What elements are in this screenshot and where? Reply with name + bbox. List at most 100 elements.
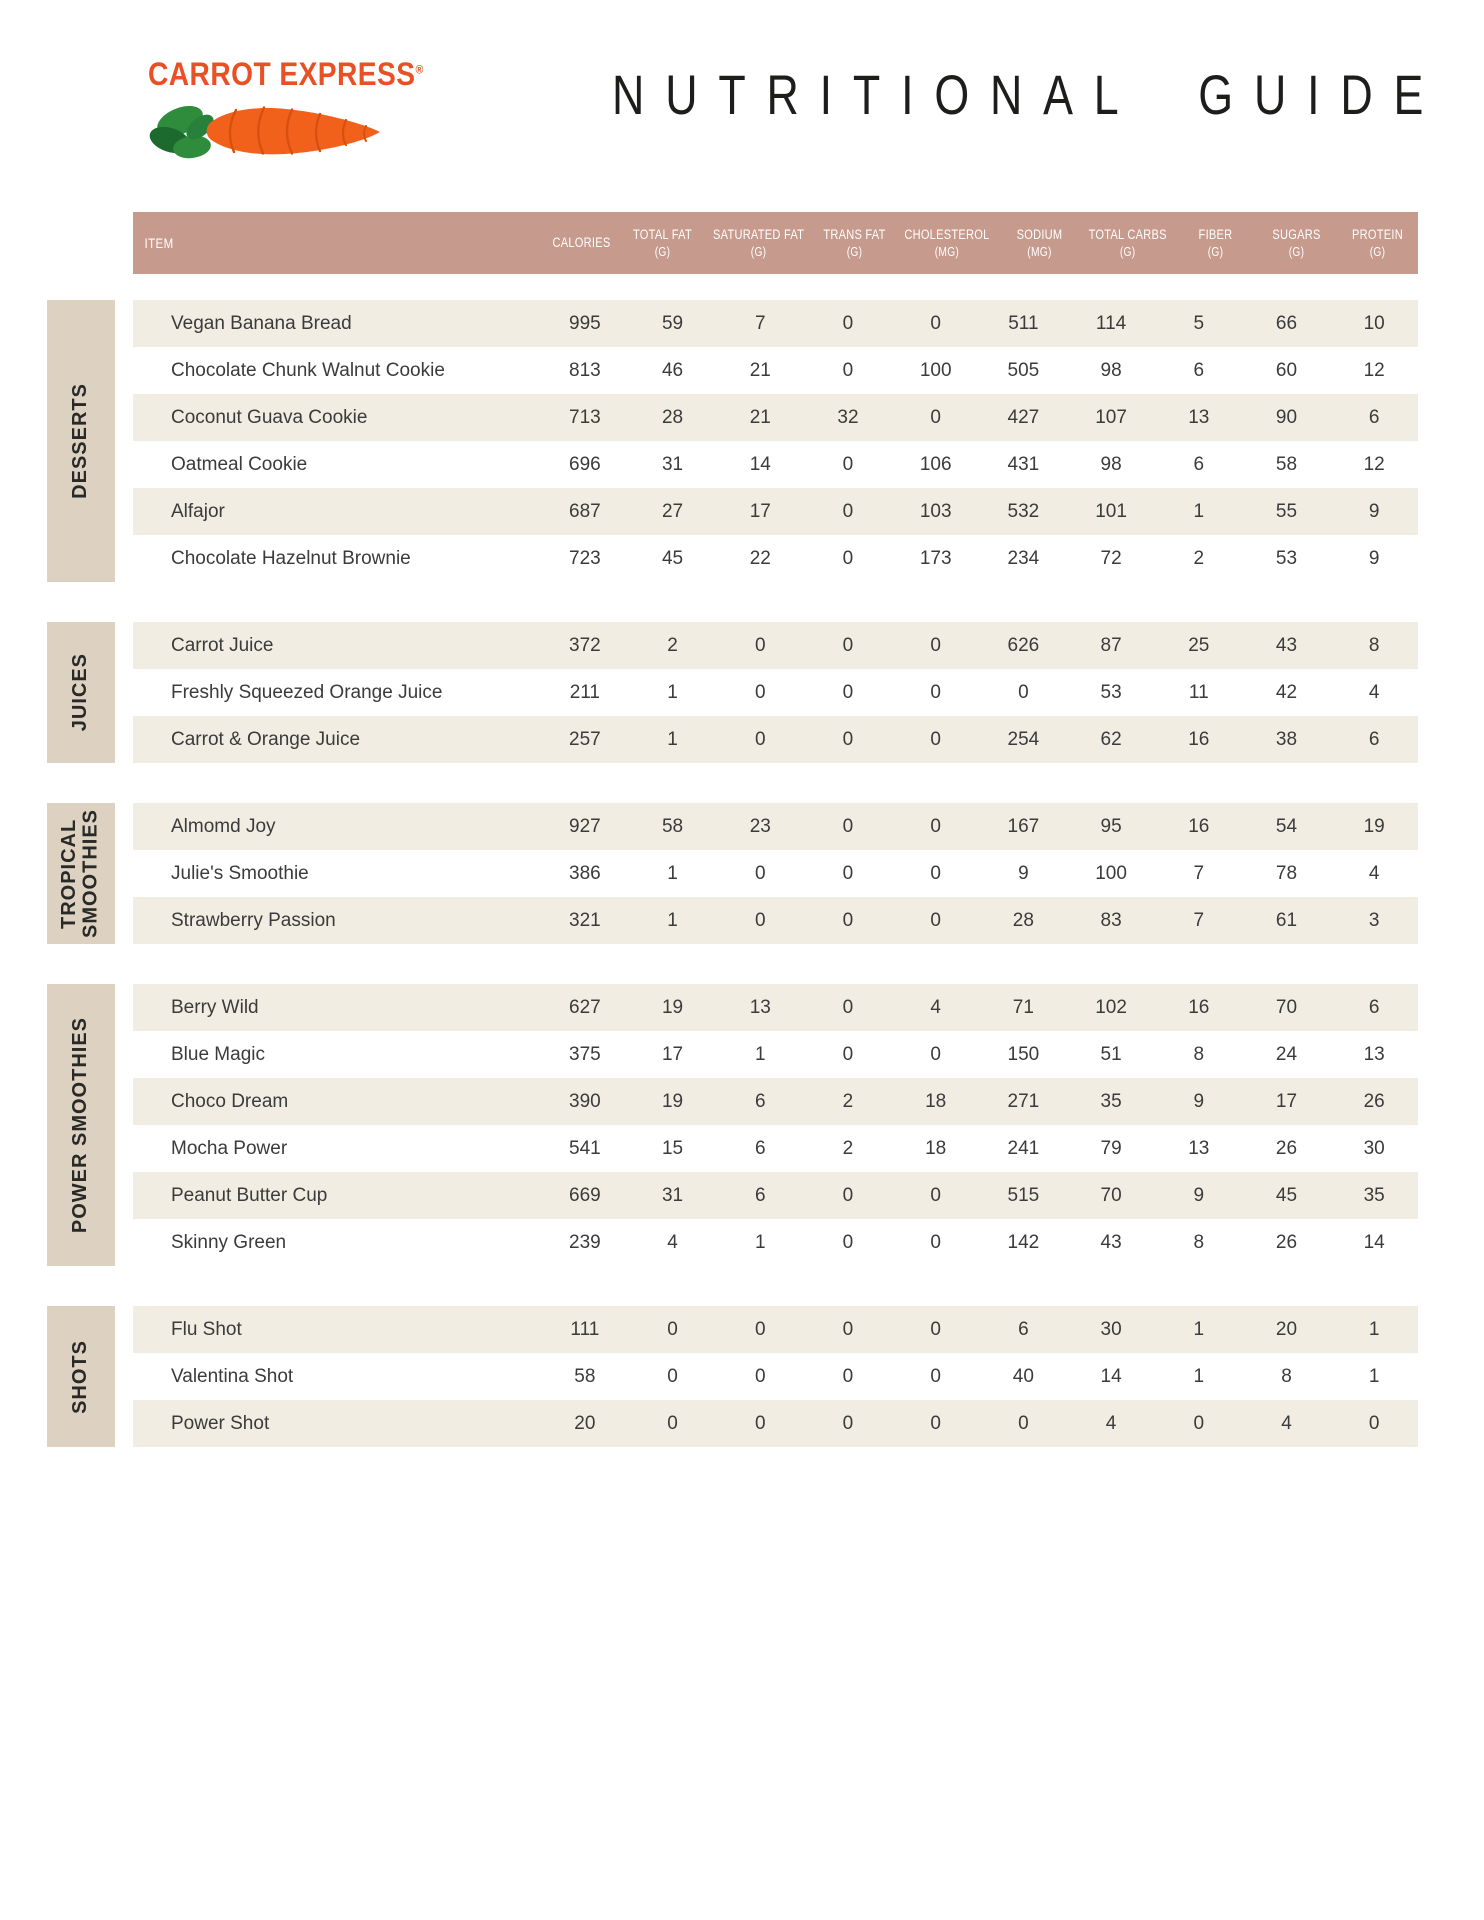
value-cell: 211 <box>569 681 600 703</box>
value-cell: 4 <box>1281 1412 1292 1434</box>
value-cell: 22 <box>749 547 771 569</box>
value-cell: 12 <box>1363 453 1385 475</box>
value-cell: 28 <box>661 406 684 428</box>
column-unit: (G) <box>1288 244 1305 259</box>
value-cell: 16 <box>1188 996 1210 1018</box>
value-cell: 0 <box>930 909 941 931</box>
value-cell: 14 <box>1363 1231 1385 1253</box>
value-cell: 26 <box>1363 1090 1385 1112</box>
value-cell: 19 <box>661 1090 684 1112</box>
table-row: Strawberry Passion 321 1 0 0 0 28 83 7 61 3 <box>133 897 1418 944</box>
value-cell: 54 <box>1275 815 1298 837</box>
item-name: Peanut Butter Cup <box>171 1184 328 1206</box>
value-cell: 43 <box>1100 1231 1122 1253</box>
value-cell: 241 <box>1007 1137 1040 1159</box>
value-cell: 431 <box>1007 453 1040 475</box>
value-cell: 3 <box>1368 909 1380 931</box>
value-cell: 1 <box>1193 500 1205 522</box>
menu-section: DESSERTS Vegan Banana Bread 995 59 7 0 0 511 1… <box>47 300 1418 582</box>
column-unit: (G) <box>1207 244 1224 259</box>
table-row: Peanut Butter Cup 669 31 6 0 0 515 70 9 45 35 <box>133 1172 1418 1219</box>
value-cell: 8 <box>1368 634 1380 656</box>
value-cell: 150 <box>1007 1043 1040 1065</box>
item-name: Carrot & Orange Juice <box>171 728 361 750</box>
value-cell: 390 <box>569 1090 601 1112</box>
value-cell: 1 <box>1368 1318 1380 1340</box>
value-cell: 1 <box>1193 1365 1205 1387</box>
column-label: CHOLESTEROL <box>904 227 990 243</box>
value-cell: 0 <box>842 1043 854 1065</box>
value-cell: 0 <box>930 1231 941 1253</box>
value-cell: 27 <box>661 500 684 522</box>
value-cell: 60 <box>1275 359 1298 381</box>
section-rows: Berry Wild 627 19 13 0 4 71 102 16 70 6 Blue Magi… <box>133 984 1418 1266</box>
column-label: SATURATED FAT <box>712 227 805 243</box>
table-row: Choco Dream 390 19 6 2 18 271 35 9 17 26 <box>133 1078 1418 1125</box>
value-cell: 723 <box>569 547 601 569</box>
value-cell: 532 <box>1007 500 1040 522</box>
value-cell: 42 <box>1275 681 1298 703</box>
section-label: SHOTS <box>69 1339 92 1414</box>
item-name: Carrot Juice <box>171 634 274 656</box>
value-cell: 8 <box>1193 1043 1205 1065</box>
item-name: Power Shot <box>171 1412 270 1434</box>
value-cell: 0 <box>930 634 941 656</box>
value-cell: 0 <box>842 500 854 522</box>
value-cell: 1 <box>667 728 678 750</box>
table-row: Mocha Power 541 15 6 2 18 241 79 13 26 30 <box>133 1125 1418 1172</box>
value-cell: 1 <box>667 862 678 884</box>
value-cell: 70 <box>1275 996 1298 1018</box>
section-label: JUICES <box>69 653 92 732</box>
table-row: Valentina Shot 58 0 0 0 0 40 14 1 8 1 <box>133 1353 1418 1400</box>
value-cell: 13 <box>749 996 771 1018</box>
value-cell: 0 <box>1368 1412 1380 1434</box>
value-cell: 9 <box>1368 500 1380 522</box>
value-cell: 142 <box>1007 1231 1040 1253</box>
value-cell: 713 <box>569 406 601 428</box>
section-label: TROPICAL SMOOTHIES <box>58 808 102 938</box>
item-name: Strawberry Passion <box>171 909 336 931</box>
value-cell: 687 <box>569 500 601 522</box>
table-row: Carrot & Orange Juice 257 1 0 0 0 254 62 16 38 6 <box>133 716 1418 763</box>
value-cell: 70 <box>1100 1184 1122 1206</box>
value-cell: 40 <box>1012 1365 1034 1387</box>
value-cell: 35 <box>1100 1090 1122 1112</box>
table-row: Almomd Joy 927 58 23 0 0 167 95 16 54 19 <box>133 803 1418 850</box>
value-cell: 271 <box>1007 1090 1040 1112</box>
value-cell: 21 <box>749 406 771 428</box>
value-cell: 0 <box>842 312 854 334</box>
value-cell: 24 <box>1275 1043 1298 1065</box>
value-cell: 4 <box>1105 1412 1117 1434</box>
section-rows: Flu Shot 111 0 0 0 0 6 30 1 20 1 Valentina Shot 5… <box>133 1306 1418 1447</box>
column-header-saturated-fat: SATURATED FAT (G) <box>713 226 804 260</box>
value-cell: 627 <box>569 996 601 1018</box>
column-label: FIBER <box>1198 227 1233 243</box>
value-cell: 19 <box>661 996 684 1018</box>
value-cell: 0 <box>1193 1412 1205 1434</box>
item-name: Julie's Smoothie <box>171 862 309 884</box>
value-cell: 6 <box>754 1090 766 1112</box>
value-cell: 5 <box>1193 312 1205 334</box>
column-label: SUGARS <box>1272 227 1321 243</box>
value-cell: 2 <box>1193 547 1205 569</box>
value-cell: 11 <box>1188 681 1209 703</box>
value-cell: 386 <box>569 862 601 884</box>
value-cell: 100 <box>1095 862 1127 884</box>
value-cell: 0 <box>930 681 941 703</box>
value-cell: 0 <box>930 862 941 884</box>
value-cell: 1 <box>1193 1318 1205 1340</box>
value-cell: 62 <box>1100 728 1122 750</box>
section-tab: POWER SMOOTHIES <box>47 984 115 1266</box>
value-cell: 25 <box>1188 634 1210 656</box>
value-cell: 45 <box>1275 1184 1298 1206</box>
column-label: PROTEIN <box>1352 227 1403 243</box>
value-cell: 58 <box>1275 453 1298 475</box>
value-cell: 43 <box>1275 634 1298 656</box>
column-unit: (G) <box>846 244 863 259</box>
value-cell: 4 <box>930 996 941 1018</box>
value-cell: 18 <box>925 1090 947 1112</box>
table-row: Berry Wild 627 19 13 0 4 71 102 16 70 6 <box>133 984 1418 1031</box>
value-cell: 1 <box>667 909 678 931</box>
value-cell: 4 <box>1368 862 1380 884</box>
value-cell: 0 <box>1018 1412 1029 1434</box>
